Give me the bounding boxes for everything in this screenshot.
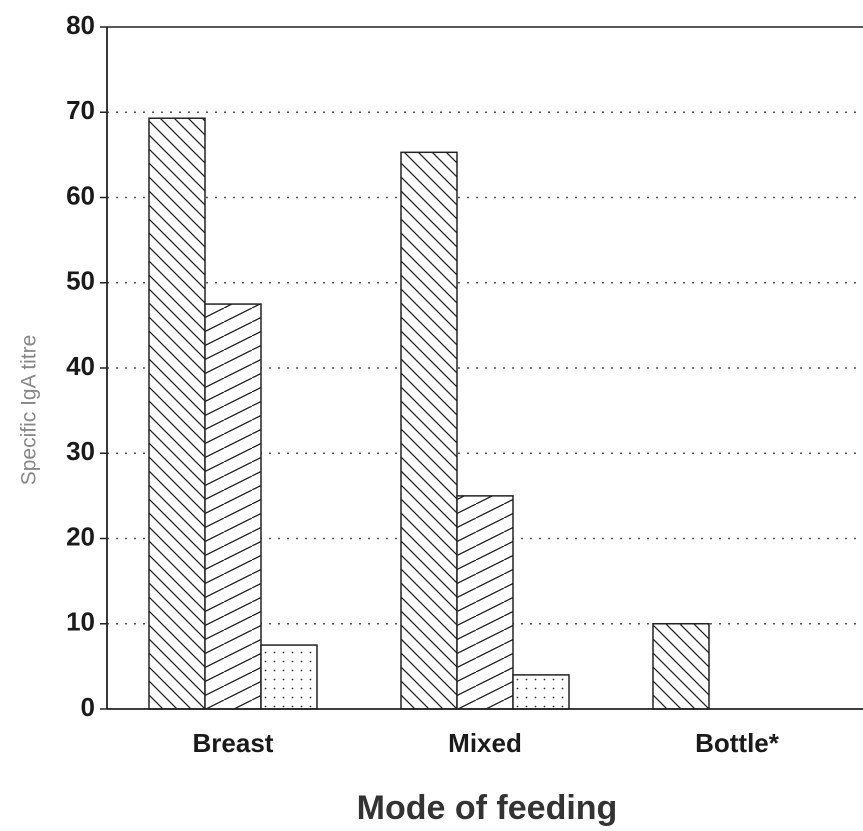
y-tick-label: 0 xyxy=(81,692,95,722)
y-tick-label: 80 xyxy=(66,10,95,40)
y-tick-label: 30 xyxy=(66,436,95,466)
y-tick-label: 70 xyxy=(66,95,95,125)
bar xyxy=(148,117,206,710)
bar xyxy=(400,151,458,710)
bar xyxy=(456,495,514,710)
y-axis-label: Specific IgA titre xyxy=(18,335,41,486)
x-tick-label: Bottle* xyxy=(695,728,780,758)
bar xyxy=(652,623,710,710)
y-tick-label: 60 xyxy=(66,180,95,210)
x-axis-label: Mode of feeding xyxy=(357,789,618,827)
bar xyxy=(260,644,318,710)
y-tick-label: 10 xyxy=(66,607,95,637)
x-tick-label: Mixed xyxy=(448,728,522,758)
bar xyxy=(512,674,570,710)
y-tick-label: 20 xyxy=(66,521,95,551)
bar xyxy=(204,303,262,710)
y-tick-label: 40 xyxy=(66,351,95,381)
x-tick-label: Breast xyxy=(193,728,274,758)
y-tick-label: 50 xyxy=(66,266,95,296)
